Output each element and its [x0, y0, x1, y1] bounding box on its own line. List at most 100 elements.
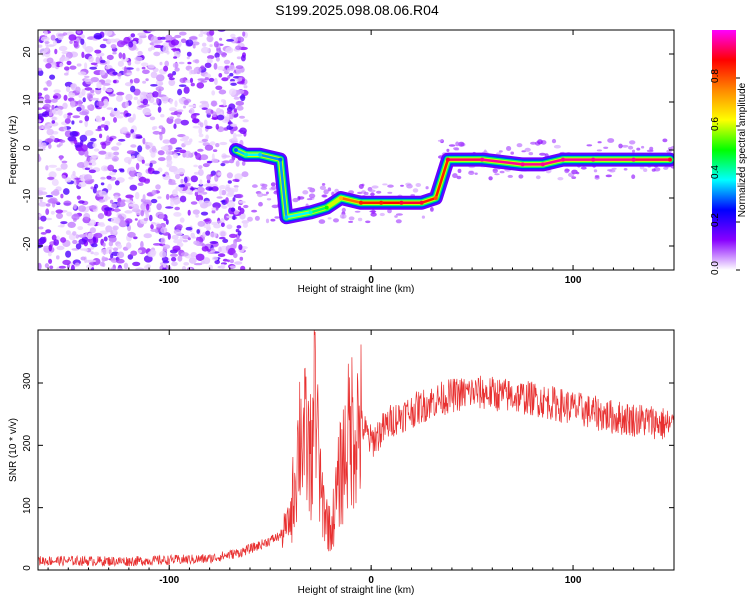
heatmap-noise-blob: [73, 139, 78, 145]
heatmap-noise-blob: [201, 107, 208, 110]
heatmap-noise-blob: [197, 148, 204, 152]
heatmap-noise-blob: [207, 55, 215, 60]
heatmap-noise-blob: [78, 200, 85, 204]
heatmap-noise-blob: [120, 112, 124, 115]
heatmap-noise-blob: [160, 114, 165, 118]
heatmap-noise-blob: [174, 67, 180, 72]
heatmap-noise-blob: [200, 65, 205, 70]
heatmap-noise-blob: [394, 215, 398, 218]
heatmap-noise-blob: [150, 71, 158, 79]
heatmap-noise-blob: [89, 227, 96, 234]
heatmap-noise-blob: [143, 178, 150, 184]
heatmap-noise-blob: [190, 252, 197, 258]
heatmap-noise-blob: [64, 177, 72, 183]
colorbar-tick-label: 0.2: [710, 213, 721, 227]
heatmap-noise-blob: [203, 257, 211, 265]
heatmap-noise-blob: [56, 245, 65, 251]
heatmap-noise-blob: [116, 91, 125, 96]
heatmap-noise-blob: [38, 98, 46, 105]
heatmap-noise-blob: [136, 172, 143, 177]
heatmap-noise-blob: [252, 184, 258, 188]
heatmap-noise-blob: [128, 203, 135, 207]
heatmap-noise-blob: [241, 55, 246, 62]
heatmap-noise-blob: [142, 194, 146, 202]
heatmap-noise-blob: [214, 52, 220, 59]
heatmap-noise-blob: [63, 188, 70, 195]
heatmap-noise-blob: [488, 176, 493, 181]
heatmap-noise-blob: [116, 243, 122, 249]
heatmap-noise-blob: [48, 164, 58, 168]
heatmap-noise-blob: [106, 246, 114, 250]
heatmap-noise-blob: [136, 67, 140, 72]
heatmap-noise-blob: [646, 149, 654, 153]
heatmap-noise-blob: [86, 155, 91, 163]
heatmap-noise-blob: [506, 146, 512, 151]
colorbar-label: Normalized spectral amplitude: [737, 82, 748, 217]
heatmap-noise-blob: [430, 207, 434, 212]
heatmap-noise-blob: [150, 84, 158, 87]
heatmap-noise-blob: [233, 108, 237, 113]
heatmap-noise-blob: [53, 89, 61, 93]
heatmap-noise-blob: [180, 38, 187, 44]
heatmap-noise-blob: [77, 99, 83, 107]
heatmap-noise-blob: [134, 218, 138, 221]
heatmap-noise-blob: [254, 215, 260, 221]
heatmap-noise-blob: [189, 107, 195, 115]
heatmap-noise-blob: [171, 234, 179, 240]
heatmap-noise-blob: [76, 106, 82, 112]
heatmap-noise-blob: [45, 203, 51, 207]
heatmap-noise-blob: [125, 93, 133, 101]
heatmap-noise-blob: [101, 256, 106, 263]
heatmap-noise-blob: [90, 89, 95, 94]
heatmap-noise-blob: [140, 210, 145, 217]
heatmap-noise-blob: [229, 72, 234, 77]
heatmap-ridge-point: [233, 148, 238, 152]
heatmap-noise-blob: [65, 51, 73, 59]
heatmap-y-tick-label: 0: [22, 145, 33, 151]
heatmap-noise-blob: [162, 45, 169, 54]
heatmap-noise-blob: [80, 38, 85, 45]
heatmap-noise-blob: [92, 258, 101, 266]
heatmap-noise-blob: [134, 60, 141, 65]
colorbar-tick-label: 0.8: [710, 69, 721, 83]
heatmap-noise-blob: [45, 194, 54, 198]
heatmap-noise-blob: [163, 65, 169, 72]
heatmap-noise-blob: [98, 190, 107, 197]
heatmap-noise-blob: [206, 35, 214, 43]
heatmap-frame: [37, 29, 675, 271]
heatmap-noise-blob: [111, 203, 118, 209]
heatmap-noise-blob: [102, 38, 108, 42]
heatmap-noise-blob: [183, 182, 191, 187]
heatmap-noise-blob: [160, 237, 166, 245]
heatmap-noise-blob: [47, 176, 55, 180]
heatmap-noise-blob: [53, 239, 59, 246]
heatmap-noise-blob: [233, 96, 240, 100]
heatmap-noise-blob: [421, 215, 425, 219]
heatmap-noise-blob: [221, 160, 231, 164]
heatmap-noise-blob: [144, 112, 152, 116]
heatmap-noise-blob: [119, 169, 125, 173]
heatmap-noise-blob: [270, 218, 276, 222]
heatmap-noise-blob: [95, 128, 103, 132]
heatmap-noise-blob: [521, 150, 526, 153]
heatmap-noise-blob: [327, 187, 332, 192]
heatmap-ridge-core: [309, 206, 328, 214]
heatmap-noise-blob: [162, 262, 167, 268]
heatmap-noise-blob: [94, 183, 99, 189]
heatmap-x-tick-label: -100: [159, 275, 179, 286]
heatmap-noise-blob: [233, 185, 239, 188]
heatmap-ridge-point: [379, 200, 384, 205]
heatmap-noise-blob: [97, 222, 101, 226]
heatmap-noise-blob: [129, 166, 135, 172]
heatmap-noise-blob: [60, 139, 66, 143]
heatmap-noise-blob: [69, 40, 73, 44]
heatmap-noise-blob: [125, 100, 129, 108]
heatmap-noise-blob: [58, 265, 66, 269]
heatmap-noise-blob: [629, 140, 636, 145]
heatmap-noise-blob: [631, 174, 636, 179]
heatmap-noise-blob: [43, 87, 48, 91]
heatmap-noise-blob: [177, 167, 186, 175]
heatmap-noise-blob: [140, 241, 144, 249]
heatmap-noise-blob: [197, 220, 206, 227]
heatmap-noise-blob: [113, 109, 121, 117]
